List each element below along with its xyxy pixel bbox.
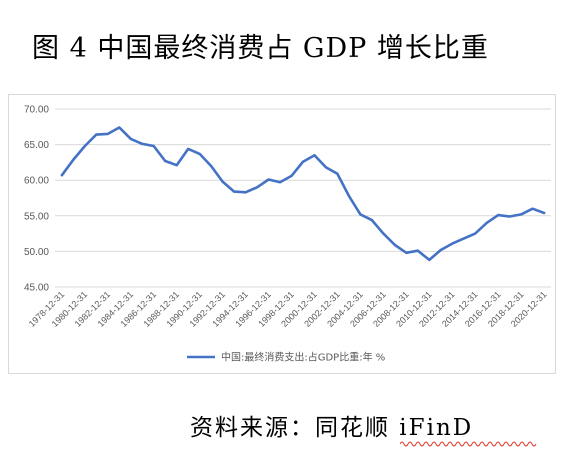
- y-axis: 45.00 50.00 55.00 60.00 65.00 70.00: [24, 105, 49, 294]
- data-point: [497, 214, 500, 217]
- legend: 中国:最终消费支出:占GDP比重:年 %: [187, 351, 385, 364]
- y-tick-label: 60.00: [24, 176, 49, 187]
- data-point: [256, 186, 259, 189]
- data-point: [451, 242, 454, 245]
- data-point: [233, 190, 236, 193]
- series-layer: [60, 126, 546, 262]
- data-point: [359, 213, 362, 216]
- data-point: [405, 252, 408, 255]
- data-point: [531, 207, 534, 210]
- data-point: [336, 172, 339, 175]
- data-point: [417, 249, 420, 252]
- series-line: [60, 126, 546, 262]
- chart-area: 45.00 50.00 55.00 60.00 65.00 70.00 1978-12-3…: [8, 94, 556, 374]
- data-point: [198, 153, 201, 156]
- data-point: [394, 244, 397, 247]
- data-point: [107, 133, 110, 136]
- data-point: [325, 166, 328, 169]
- data-point: [72, 158, 75, 161]
- data-point: [267, 178, 270, 181]
- gridlines: [55, 108, 551, 288]
- data-point: [439, 249, 442, 252]
- data-point: [485, 222, 488, 225]
- data-point: [313, 154, 316, 157]
- data-point: [348, 195, 351, 198]
- data-point: [152, 145, 155, 148]
- data-point: [210, 165, 213, 168]
- data-point: [95, 133, 98, 136]
- source-note: 资料来源：同花顺 iFinD: [190, 415, 474, 441]
- figure-title: 图 4 中国最终消费占 GDP 增长比重: [32, 33, 489, 64]
- data-point: [382, 232, 385, 235]
- data-point: [302, 160, 305, 163]
- data-point: [279, 181, 282, 184]
- legend-label: 中国:最终消费支出:占GDP比重:年 %: [221, 351, 385, 364]
- data-point: [244, 191, 247, 194]
- data-point: [290, 175, 293, 178]
- data-point: [428, 259, 431, 262]
- data-point: [141, 143, 144, 146]
- data-point: [474, 232, 477, 235]
- data-point: [371, 219, 374, 222]
- data-point: [462, 237, 465, 240]
- data-point: [61, 174, 64, 177]
- spellcheck-underline: [400, 441, 537, 447]
- x-axis: 1978-12-311980-12-311982-12-311984-12-31…: [27, 289, 549, 329]
- data-point: [129, 138, 132, 141]
- y-tick-label: 70.00: [24, 105, 49, 116]
- data-point: [118, 126, 121, 129]
- data-point: [187, 148, 190, 151]
- data-point: [84, 145, 87, 148]
- line-chart: 45.00 50.00 55.00 60.00 65.00 70.00 1978-12-3…: [24, 105, 551, 364]
- data-point: [164, 160, 167, 163]
- data-point: [508, 215, 511, 218]
- y-tick-label: 45.00: [24, 283, 49, 294]
- data-point: [543, 212, 546, 215]
- data-point: [520, 213, 523, 216]
- data-point: [221, 180, 224, 183]
- y-tick-label: 55.00: [24, 211, 49, 222]
- y-tick-label: 65.00: [24, 140, 49, 151]
- data-point: [175, 164, 178, 167]
- y-tick-label: 50.00: [24, 247, 49, 258]
